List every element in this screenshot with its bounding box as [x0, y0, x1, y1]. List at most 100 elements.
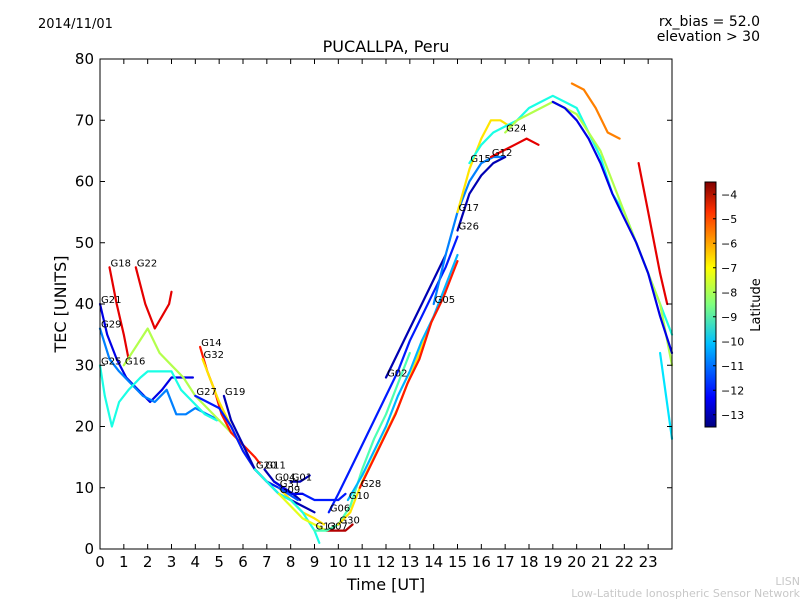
- chart-title: PUCALLPA, Peru: [322, 37, 450, 56]
- y-axis: 0 10 20 30 40 50 60 70 80: [75, 50, 672, 558]
- colorbar-tick-label: −6: [721, 237, 737, 250]
- series-label-g31: G31: [280, 479, 300, 490]
- series-label-g14: G14: [201, 338, 221, 349]
- series-line-unlabeled-31: [637, 162, 669, 306]
- x-tick-label: 14: [424, 553, 443, 571]
- series-label-g29: G29: [101, 320, 121, 331]
- y-tick-label: 40: [75, 295, 94, 313]
- series-line-unlabeled-30: [570, 82, 621, 140]
- series-line-unlabeled-29: [551, 100, 674, 355]
- series-label-g27: G27: [196, 387, 216, 398]
- series-label-g07: G07: [327, 522, 347, 533]
- x-tick-label: 4: [191, 553, 201, 571]
- y-tick-label: 0: [84, 540, 94, 558]
- credit-short: LISN: [775, 575, 800, 588]
- series-line-g01: [289, 474, 311, 483]
- x-tick-label: 12: [376, 553, 395, 571]
- colorbar-tick-label: −12: [721, 384, 744, 397]
- x-tick-label: 0: [95, 553, 105, 571]
- series-line-g32: [201, 358, 326, 526]
- y-tick-label: 30: [75, 356, 94, 374]
- x-tick-label: 20: [567, 553, 586, 571]
- series-line-g02: [384, 253, 447, 379]
- series-label-g11: G11: [265, 460, 285, 471]
- x-tick-label: 18: [519, 553, 538, 571]
- y-tick-label: 70: [75, 111, 94, 129]
- series-label-g15: G15: [470, 154, 490, 165]
- series-line-g10: [346, 253, 459, 502]
- series-line-g25: [98, 364, 218, 428]
- colorbar: [704, 181, 717, 428]
- x-tick-label: 15: [448, 553, 467, 571]
- series-label-g26: G26: [459, 222, 479, 233]
- elevation-label: elevation > 30: [656, 29, 760, 45]
- series-label-g24: G24: [506, 124, 526, 135]
- x-tick-label: 6: [238, 553, 248, 571]
- y-tick-label: 50: [75, 234, 94, 252]
- series-line-g18: [108, 266, 130, 361]
- plot-frame: [99, 58, 673, 550]
- x-axis-label: Time [UT]: [346, 575, 425, 594]
- series-label-g10: G10: [349, 491, 369, 502]
- x-tick-label: 7: [262, 553, 272, 571]
- y-tick-label: 80: [75, 50, 94, 68]
- y-tick-label: 20: [75, 418, 94, 436]
- rx-bias-label: rx_bias = 52.0: [658, 14, 760, 30]
- series-line-g16: [122, 327, 233, 434]
- series-label-g32: G32: [203, 350, 223, 361]
- colorbar-tick-label: −11: [721, 360, 744, 373]
- series-line-g22: [134, 266, 173, 330]
- series-label-g01: G01: [292, 473, 312, 484]
- series-label-g22: G22: [137, 258, 157, 269]
- series-line-g27: [194, 394, 347, 502]
- x-tick-label: 19: [543, 553, 562, 571]
- x-tick-label: 2: [143, 553, 153, 571]
- colorbar-tick-label: −9: [721, 311, 737, 324]
- series-layer: [98, 82, 674, 545]
- x-tick-label: 16: [472, 553, 491, 571]
- x-tick-label: 11: [353, 553, 372, 571]
- series-line-g17: [456, 119, 511, 214]
- series-label-g05: G05: [435, 295, 455, 306]
- date-label: 2014/11/01: [38, 17, 113, 32]
- series-label-g12: G12: [492, 148, 512, 159]
- series-line-g12: [489, 137, 540, 159]
- series-label-g02: G02: [387, 369, 407, 380]
- series-line-g29: [98, 327, 221, 422]
- series-label-g25: G25: [101, 356, 121, 367]
- series-label-g13: G13: [316, 522, 336, 533]
- series-line-g28: [358, 260, 459, 489]
- series-line-g09: [277, 492, 328, 532]
- colorbar-ticks: −4 −5 −6 −7 −8 −9 −10 −11 −12 −13: [713, 188, 744, 422]
- colorbar-tick-label: −8: [721, 286, 737, 299]
- series-label-g19: G19: [225, 387, 245, 398]
- x-tick-label: 8: [286, 553, 296, 571]
- x-tick-label: 17: [496, 553, 515, 571]
- series-line-unlabeled-32: [658, 351, 674, 440]
- x-axis: 0 1 2 3 4 5 6 7 8 9 10 11 12 13 14 15 16 17 18 19 20 21 22 23: [95, 59, 658, 571]
- y-tick-label: 10: [75, 479, 94, 497]
- colorbar-label: Latitude: [749, 278, 764, 332]
- series-label-g28: G28: [361, 479, 381, 490]
- series-label-g21: G21: [101, 295, 121, 306]
- series-line-g13: [313, 351, 411, 532]
- x-tick-label: 1: [119, 553, 129, 571]
- series-label-g04: G04: [275, 473, 295, 484]
- x-tick-label: 9: [310, 553, 320, 571]
- credit-long: Low-Latitude Ionospheric Sensor Network: [571, 587, 800, 600]
- x-tick-label: 5: [214, 553, 224, 571]
- series-label-g09: G09: [280, 485, 300, 496]
- series-label-g20: G20: [256, 460, 276, 471]
- series-line-g07: [325, 523, 354, 532]
- series-line-g14: [199, 345, 261, 465]
- series-line-g26: [456, 155, 507, 232]
- x-tick-label: 22: [615, 553, 634, 571]
- series-line-g04: [272, 480, 304, 495]
- series-line-g15: [468, 94, 674, 336]
- series-label-g18: G18: [111, 258, 131, 269]
- x-tick-label: 3: [167, 553, 177, 571]
- series-label-g30: G30: [339, 516, 359, 527]
- x-tick-label: 23: [639, 553, 658, 571]
